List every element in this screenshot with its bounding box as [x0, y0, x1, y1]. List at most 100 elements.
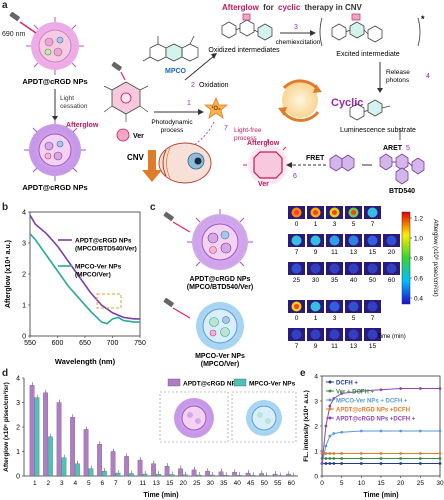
np-c1-label: APDT@cRGD NPs (MPCO/BTD540/Ver)	[187, 276, 254, 291]
d-bar	[48, 436, 53, 477]
d-ytick: 3	[16, 400, 20, 407]
e-point	[328, 434, 332, 438]
np-top-label: APDT@cRGD NPs	[22, 77, 87, 86]
e-point	[324, 452, 328, 455]
d-ylabel: Afterglow (x10⁶ p/sec/cm²/sr)	[3, 382, 10, 472]
c-time-label: 20	[388, 249, 396, 256]
light-cessation-label: Light cessation	[60, 95, 88, 110]
e-point	[399, 387, 403, 390]
colorbar-label: Afterglow (x10⁶ p/sec/cm²/sr)	[432, 219, 439, 296]
d-bar	[124, 456, 129, 477]
e-point	[320, 462, 324, 465]
singlet-oxygen-label: ¹O₂	[211, 105, 221, 112]
d-bar	[137, 459, 143, 477]
colorbar-tick: 0.4	[414, 296, 423, 303]
imaging-well	[310, 263, 321, 274]
light-free-label: Light-free process	[234, 127, 262, 142]
c-time-label: 5	[352, 221, 356, 228]
panel-label-b: b	[2, 202, 9, 213]
panel-label-a: a	[2, 0, 8, 11]
e-point	[328, 462, 332, 465]
c-time-label: 35	[331, 277, 339, 284]
d-bar	[43, 392, 48, 477]
e-point	[399, 462, 403, 465]
imaging-well	[310, 329, 321, 340]
b-ytick: 1	[22, 303, 26, 310]
e-series-line	[321, 388, 440, 464]
d-bar	[237, 475, 242, 477]
luminescence-label: Luminescence substrate	[340, 127, 416, 134]
imaging-well	[367, 235, 378, 246]
e-point	[324, 457, 328, 460]
e-point	[332, 457, 336, 460]
btd540-label: BTD540	[389, 188, 415, 195]
imaging-well	[291, 235, 302, 246]
photodynamic-label: Photodynamic process	[151, 119, 193, 134]
oxidized-molecule-icon	[221, 13, 273, 41]
c-time-label: 13	[350, 343, 358, 350]
d-ytick: 1	[16, 449, 20, 456]
e-xtick: 20	[397, 480, 405, 487]
e-point	[359, 452, 363, 455]
imaging-well	[310, 301, 321, 312]
c-time-label: 9	[314, 249, 318, 256]
imaging-well	[329, 301, 340, 312]
d-xtick: 20	[180, 480, 188, 487]
e-xtick: 5	[340, 480, 344, 487]
c-time-label: 7	[371, 221, 375, 228]
c-time-label: 7	[295, 343, 299, 350]
laser-icon-2	[111, 61, 126, 81]
b-xtick: 650	[79, 340, 91, 347]
d-bar	[34, 397, 40, 477]
title-cyclic: cyclic	[278, 3, 301, 12]
np-top-icon	[26, 17, 84, 75]
excited-star: *	[421, 14, 425, 24]
colorbar-tick: 1.0	[414, 236, 423, 243]
ver-molecule-icon	[103, 81, 149, 122]
c-time-label: 11	[331, 343, 338, 350]
imaging-well	[386, 235, 397, 246]
imaging-well	[348, 235, 359, 246]
d-xtick: 15	[166, 480, 174, 487]
b-legend-label: (MPCO/Ver)	[75, 272, 111, 279]
imaging-well	[348, 263, 359, 274]
b-xtick: 550	[24, 340, 36, 347]
c-time-label: 7	[295, 249, 299, 256]
c-time-label: 25	[293, 277, 301, 284]
c-time-label: 40	[350, 277, 358, 284]
colorbar	[401, 211, 411, 305]
d-xtick: 11	[139, 480, 146, 487]
imaging-well	[367, 301, 378, 312]
d-ytick: 2	[16, 425, 20, 432]
e-point	[340, 392, 344, 395]
d-xtick: 4	[73, 480, 77, 487]
c-time-label: 3	[333, 221, 337, 228]
ver-dot-icon	[116, 128, 130, 142]
step-3: 3	[294, 24, 298, 31]
imaging-well	[348, 329, 359, 340]
b-ytick: 4	[22, 210, 26, 217]
laser-icon	[9, 11, 37, 34]
c-time-label: 0	[295, 221, 299, 228]
d-bar	[61, 457, 67, 477]
d-bar	[191, 469, 197, 477]
excited-label: Excited intermediate	[336, 51, 400, 58]
d-bar	[88, 468, 94, 477]
imaging-well	[348, 301, 359, 312]
laser-icon-c1	[163, 211, 191, 233]
e-point	[418, 387, 422, 390]
c-time-label: 1	[314, 315, 318, 322]
e-point	[438, 462, 442, 465]
imaging-well	[367, 329, 378, 340]
e-legend-label: DCFH +	[336, 380, 358, 386]
e-legend-label: MPCO-Ver NPs + DCFH +	[336, 398, 408, 404]
e-point	[438, 387, 442, 390]
e-point	[324, 444, 328, 448]
d-bar	[250, 475, 256, 477]
c-time-label: 30	[312, 277, 320, 284]
step-5: 5	[406, 145, 410, 152]
step-4: 4	[426, 73, 430, 80]
d-legend-label: APDT@cRGD NPs	[183, 381, 240, 388]
ver-octagon-icon	[243, 139, 293, 185]
